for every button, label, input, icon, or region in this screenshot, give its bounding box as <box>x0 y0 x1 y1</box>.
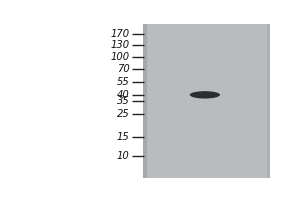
Bar <box>143 24 270 178</box>
Text: 25: 25 <box>117 109 129 119</box>
Text: 10: 10 <box>117 151 129 161</box>
Text: 40: 40 <box>117 90 129 100</box>
Text: 15: 15 <box>117 132 129 142</box>
Text: 170: 170 <box>110 29 129 39</box>
Text: 35: 35 <box>117 96 129 106</box>
Text: 70: 70 <box>117 64 129 74</box>
Text: 100: 100 <box>110 52 129 62</box>
Text: 130: 130 <box>110 40 129 50</box>
Ellipse shape <box>190 91 220 99</box>
Bar <box>143 24 147 178</box>
Bar <box>266 24 270 178</box>
Text: 55: 55 <box>117 77 129 87</box>
